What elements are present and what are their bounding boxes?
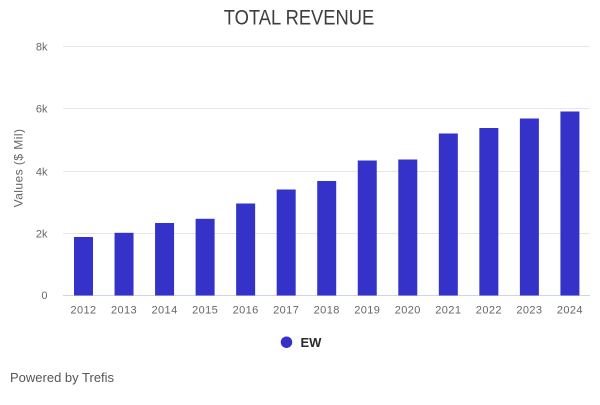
svg-text:2023: 2023 bbox=[516, 305, 542, 317]
svg-text:4k: 4k bbox=[36, 167, 48, 179]
svg-text:0: 0 bbox=[41, 290, 47, 302]
svg-text:2017: 2017 bbox=[273, 305, 299, 317]
svg-text:6k: 6k bbox=[36, 104, 48, 116]
svg-text:2014: 2014 bbox=[152, 305, 178, 317]
svg-text:TOTAL REVENUE: TOTAL REVENUE bbox=[224, 6, 375, 29]
svg-text:2022: 2022 bbox=[476, 305, 502, 317]
svg-text:EW: EW bbox=[301, 335, 323, 350]
svg-text:2019: 2019 bbox=[354, 305, 380, 317]
svg-text:2018: 2018 bbox=[314, 305, 340, 317]
svg-text:8k: 8k bbox=[36, 42, 48, 54]
svg-text:2k: 2k bbox=[36, 229, 48, 241]
svg-text:Powered by Trefis: Powered by Trefis bbox=[10, 370, 115, 385]
svg-text:2020: 2020 bbox=[395, 305, 421, 317]
svg-text:2016: 2016 bbox=[233, 305, 259, 317]
svg-text:2015: 2015 bbox=[192, 305, 218, 317]
svg-text:2024: 2024 bbox=[557, 305, 583, 317]
svg-text:Values ($ Mil): Values ($ Mil) bbox=[12, 129, 26, 208]
svg-text:2021: 2021 bbox=[435, 305, 461, 317]
svg-text:2012: 2012 bbox=[70, 305, 96, 317]
svg-text:2013: 2013 bbox=[111, 305, 137, 317]
